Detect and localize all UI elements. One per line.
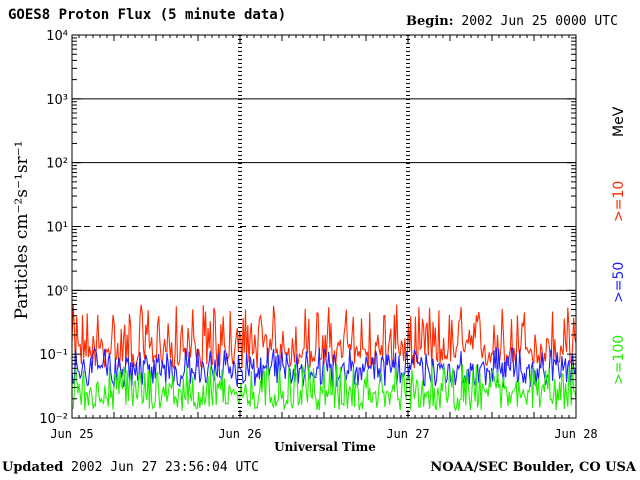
x-tick-label: Jun 28 (554, 427, 597, 441)
y-tick-label: 10² (46, 157, 68, 172)
begin-label: Begin: (406, 14, 454, 29)
y-tick-label: 10⁻¹ (39, 348, 68, 363)
y-tick-label: 10¹ (46, 221, 68, 236)
legend-ge50: >=50 (611, 261, 627, 303)
updated-value: 2002 Jun 27 23:56:04 UTC (71, 460, 259, 475)
legend-ge10: >=10 (611, 180, 627, 222)
y-tick-label: 10⁰ (46, 284, 68, 299)
y-axis-label: Particles cm⁻²s⁻¹sr⁻¹ (12, 140, 32, 320)
x-tick-label: Jun 25 (50, 427, 93, 441)
y-tick-label: 10⁻² (39, 412, 68, 427)
x-tick-label: Jun 26 (218, 427, 261, 441)
x-axis-label: Universal Time (274, 440, 376, 454)
begin-timestamp: Begin: 2002 Jun 25 0000 UTC (406, 14, 618, 29)
legend-unit: MeV (611, 106, 627, 137)
updated-label: Updated (2, 460, 64, 475)
y-tick-label: 10³ (46, 93, 68, 108)
x-tick-label: Jun 27 (386, 427, 429, 441)
legend-ge100: >=100 (611, 334, 627, 385)
series-line-ge10 (71, 304, 577, 370)
source-credit: NOAA/SEC Boulder, CO USA (430, 460, 636, 475)
begin-value: 2002 Jun 25 0000 UTC (461, 14, 618, 29)
chart-title: GOES8 Proton Flux (5 minute data) (8, 7, 287, 23)
series-line-ge100 (71, 364, 577, 412)
y-tick-label: 10⁴ (46, 29, 68, 44)
updated-timestamp: Updated 2002 Jun 27 23:56:04 UTC (2, 460, 259, 475)
